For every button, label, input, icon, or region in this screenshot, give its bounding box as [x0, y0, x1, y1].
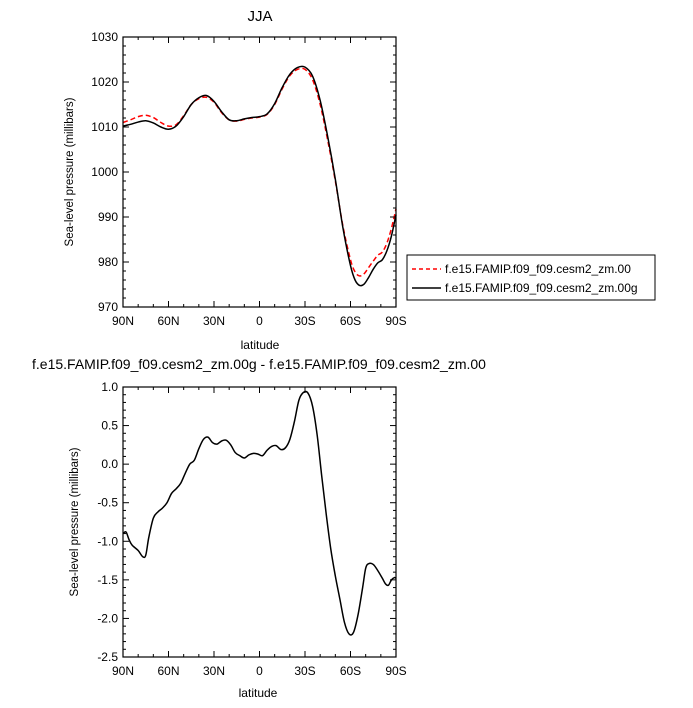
bottom-y-tick-label: -2.5 [97, 650, 118, 664]
bottom-chart-title: f.e15.FAMIP.f09_f09.cesm2_zm.00g - f.e15… [32, 356, 486, 372]
legend: f.e15.FAMIP.f09_f09.cesm2_zm.00 f.e15.FA… [406, 254, 656, 301]
bottom-y-tick-label: -1.5 [97, 573, 118, 587]
bottom-panel: f.e15.FAMIP.f09_f09.cesm2_zm.00g - f.e15… [32, 356, 486, 700]
top-x-tick-label: 90S [385, 314, 406, 328]
top-x-tick-label: 30S [294, 314, 315, 328]
bottom-y-tick-label: 1.0 [101, 380, 118, 394]
top-x-tick-label: 90N [112, 314, 134, 328]
top-series-1-line [122, 67, 397, 277]
top-y-axis-label: Sea-level pressure (millibars) [64, 97, 76, 246]
bottom-y-tick-label: -0.5 [97, 496, 118, 510]
top-panel: JJA Sea-level pressure (millibars) latit… [64, 8, 407, 352]
legend-label-series-2: f.e15.FAMIP.f09_f09.cesm2_zm.00g [445, 281, 638, 295]
bottom-x-tick-label: 60S [340, 664, 361, 678]
bottom-x-tick-label: 30S [294, 664, 315, 678]
bottom-series-group [122, 390, 397, 636]
top-chart-title: JJA [247, 8, 272, 25]
top-y-tick-label: 1010 [91, 120, 118, 134]
bottom-y-tick-label: 0.5 [101, 419, 118, 433]
legend-box [406, 254, 656, 301]
bottom-y-axis-label: Sea-level pressure (millibars) [69, 447, 81, 596]
top-series-2-line [122, 65, 397, 287]
top-x-tick-label: 60S [340, 314, 361, 328]
top-x-tick-label: 60N [157, 314, 179, 328]
top-y-tick-label: 980 [98, 255, 118, 269]
top-x-tick-label: 30N [203, 314, 225, 328]
bottom-y-tick-label: -2.0 [97, 611, 118, 625]
bottom-y-tick-label: -1.0 [97, 534, 118, 548]
legend-label-series-1: f.e15.FAMIP.f09_f09.cesm2_zm.00 [445, 262, 631, 276]
bottom-axes: 90N 60N 30N 0 30S 60S 90S -2.5 -2.0 -1.5 -1.0 -0.5 0… [97, 380, 406, 678]
bottom-x-tick-label: 30N [203, 664, 225, 678]
top-series-group [122, 65, 397, 287]
top-y-tick-label: 1000 [91, 165, 118, 179]
bottom-y-tick-label: 0.0 [101, 457, 118, 471]
bottom-x-axis-label: latitude [239, 686, 278, 700]
bottom-x-tick-label: 60N [157, 664, 179, 678]
bottom-x-tick-label: 90N [112, 664, 134, 678]
top-y-tick-label: 970 [98, 300, 118, 314]
bottom-series-1-line [122, 390, 397, 636]
top-plot-frame [122, 36, 397, 308]
bottom-x-tick-label: 0 [256, 664, 263, 678]
top-y-tick-label: 1020 [91, 75, 118, 89]
top-y-tick-label: 990 [98, 210, 118, 224]
top-x-tick-label: 0 [256, 314, 263, 328]
bottom-x-tick-label: 90S [385, 664, 406, 678]
bottom-plot-frame [122, 386, 397, 658]
top-axes: 90N 60N 30N 0 30S 60S 90S 970 980 990 1000 1010 1020… [91, 30, 406, 328]
top-y-tick-label: 1030 [91, 30, 118, 44]
top-x-axis-label: latitude [241, 338, 280, 352]
